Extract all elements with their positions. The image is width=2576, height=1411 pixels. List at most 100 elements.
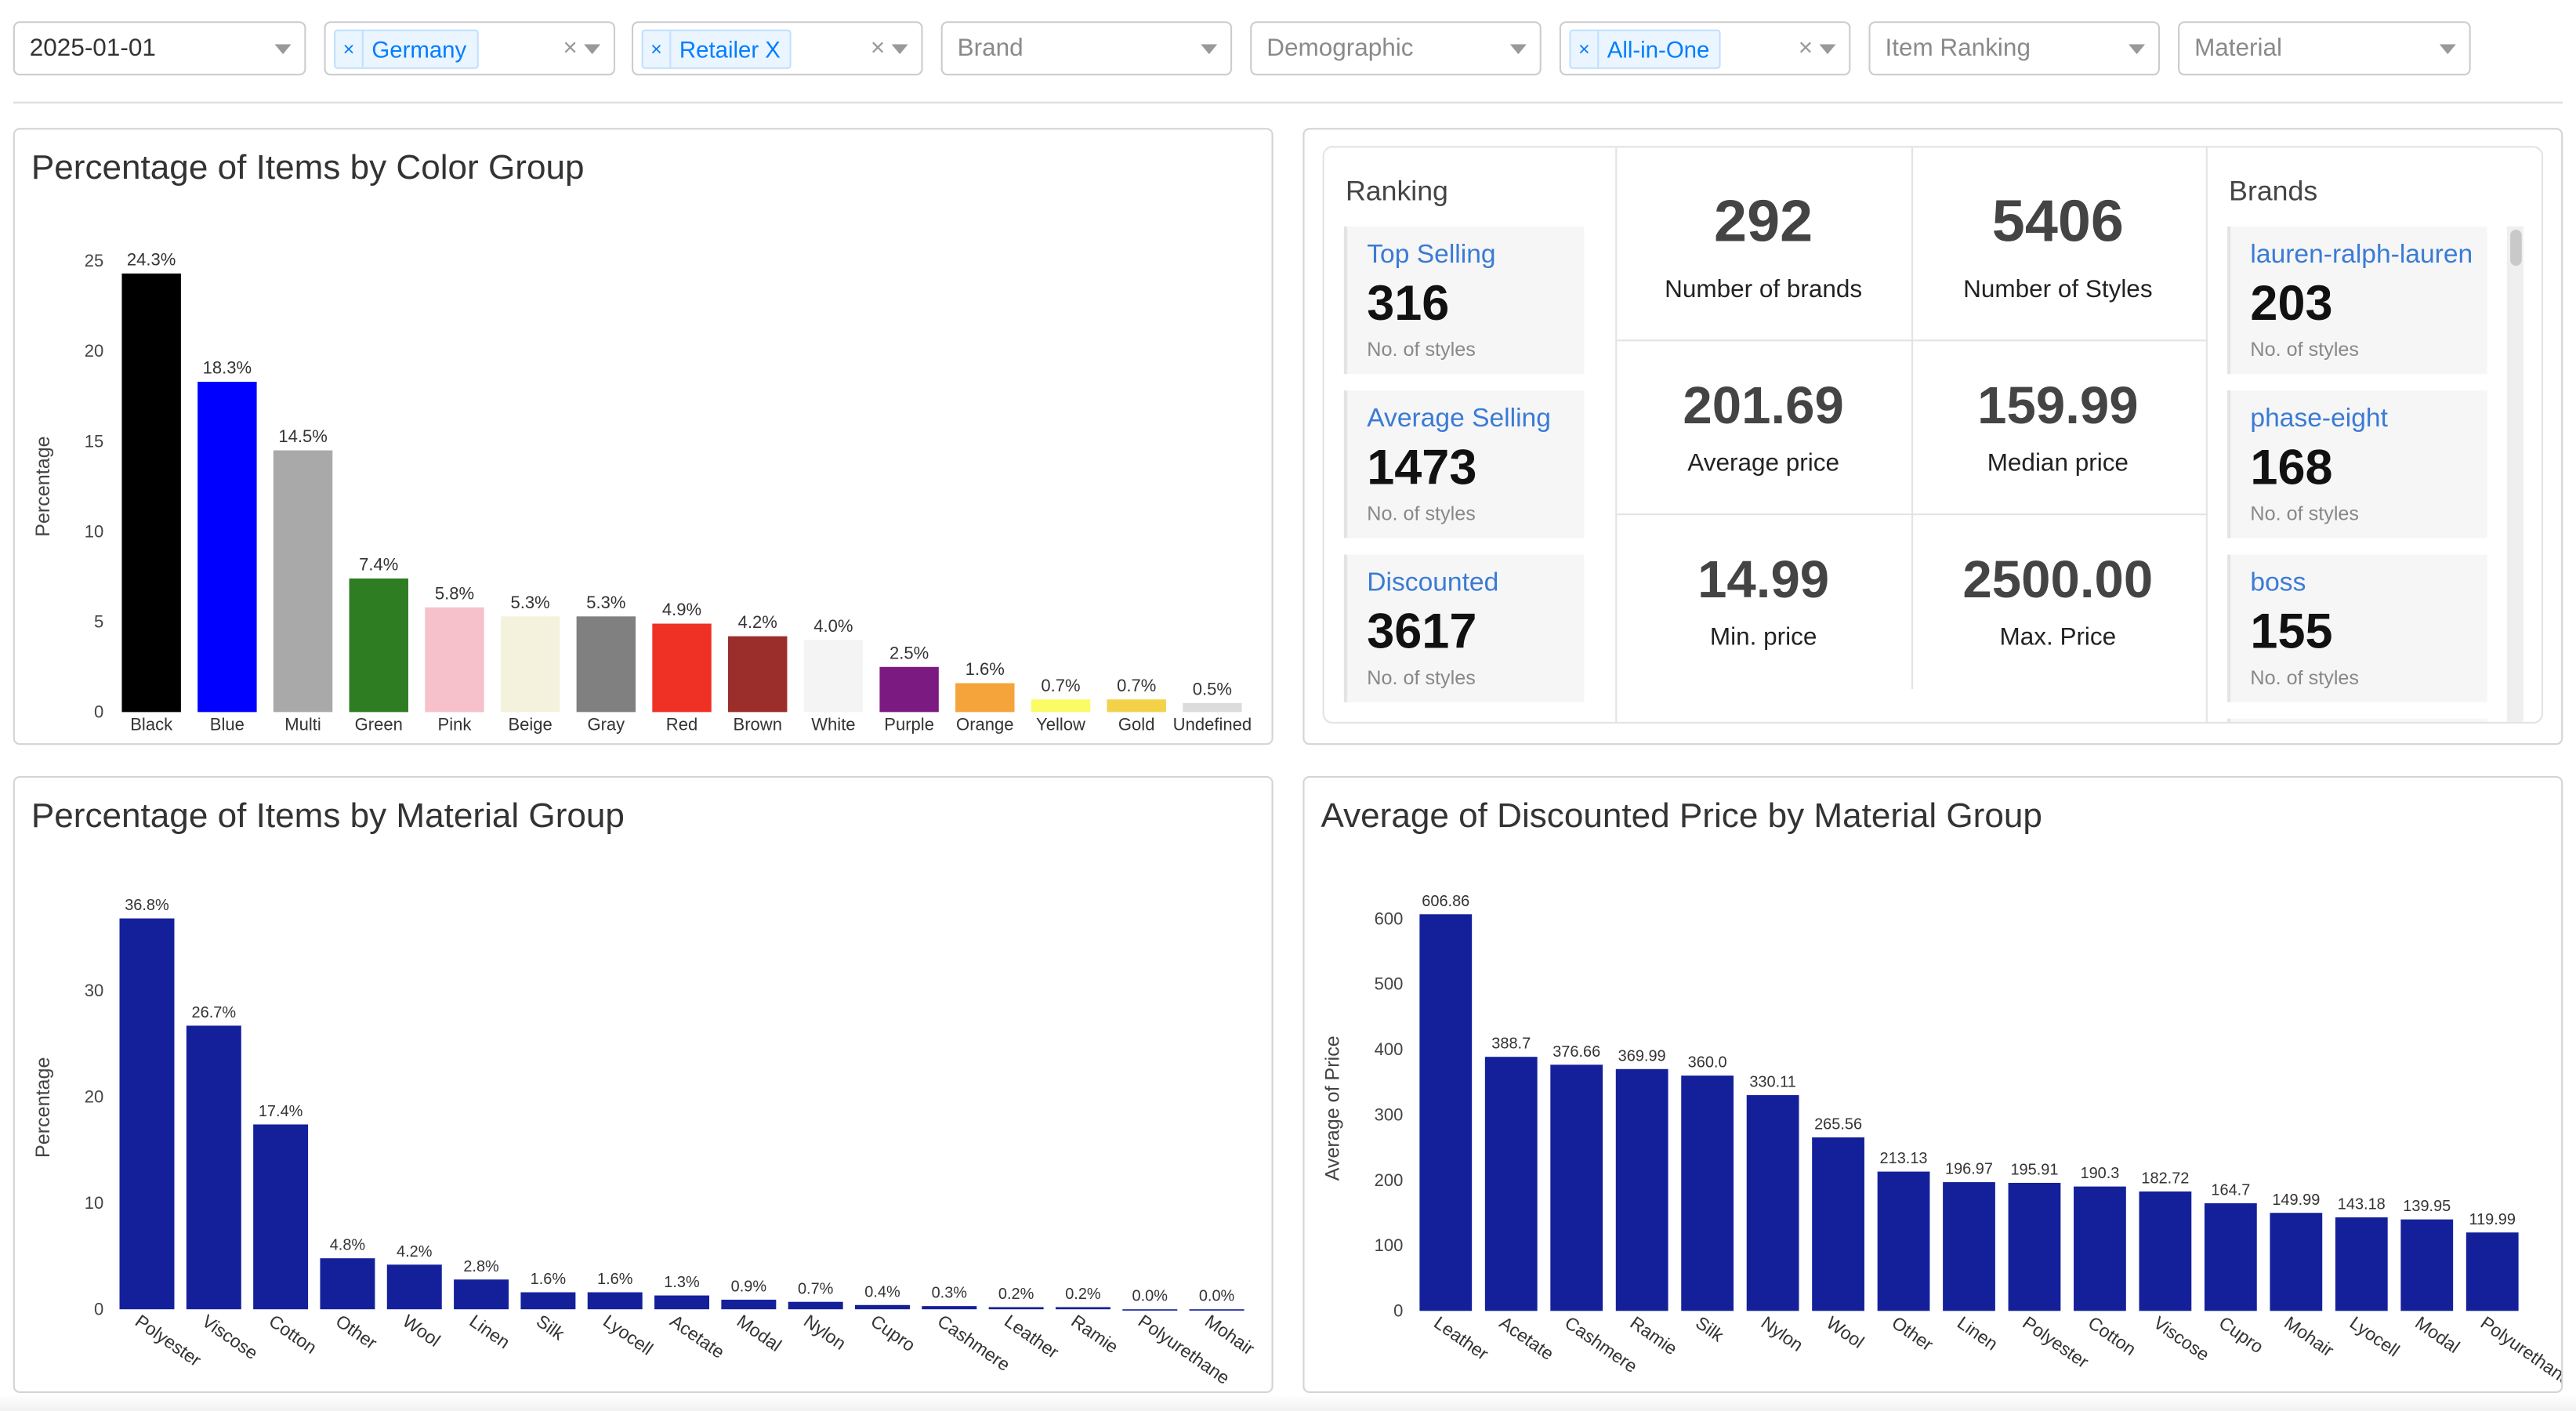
date-filter[interactable]: 2025-01-01 — [13, 21, 306, 76]
bar — [1484, 1057, 1538, 1311]
ranking-tile-average-selling[interactable]: Average Selling 1473 No. of styles — [1343, 390, 1585, 539]
tile-caption: No. of styles — [1367, 666, 1476, 690]
bar — [955, 683, 1015, 713]
x-tick-label: Lyocell — [600, 1311, 657, 1359]
retailer-filter[interactable]: × Retailer X × — [632, 21, 923, 76]
tile-label: lauren-ralph-lauren — [2250, 241, 2473, 270]
x-tick-label: Leather — [1430, 1312, 1492, 1364]
bar — [425, 607, 484, 713]
chevron-down-icon[interactable] — [1509, 44, 1527, 55]
tile-caption: No. of styles — [2250, 338, 2360, 361]
clear-icon[interactable]: × — [563, 34, 578, 63]
metric-label: Max. Price — [1999, 623, 2117, 651]
x-tick-label: Other — [332, 1311, 381, 1353]
data-label: 0.2% — [998, 1286, 1034, 1303]
brands-scrollbar-thumb[interactable] — [2510, 230, 2522, 267]
chip-remove-icon[interactable]: × — [335, 30, 364, 67]
ranking-tile-discounted[interactable]: Discounted 3617 No. of styles — [1343, 554, 1585, 702]
bar — [454, 1279, 509, 1310]
bar — [197, 382, 257, 713]
material-filter[interactable]: Material — [2178, 21, 2471, 76]
date-filter-value: 2025-01-01 — [29, 34, 156, 63]
x-tick-label: Acetate — [1496, 1312, 1558, 1364]
x-tick-label: Linen — [466, 1311, 513, 1353]
x-tick-label: Gold — [1118, 714, 1155, 734]
data-label: 139.95 — [2403, 1198, 2451, 1215]
metric-label: Number of brands — [1665, 275, 1863, 304]
bar — [253, 1124, 309, 1310]
material-group-card: Percentage of Items by Material Group 0 1… — [13, 775, 1274, 1393]
x-tick-label: Ramie — [1067, 1311, 1122, 1357]
data-label: 369.99 — [1618, 1047, 1666, 1065]
demographic-filter-placeholder: Demographic — [1266, 34, 1414, 63]
category-filter[interactable]: × All-in-One × — [1559, 21, 1851, 76]
bar — [2204, 1202, 2257, 1311]
metric-number-of-styles: 5406 Number of Styles — [1911, 147, 2205, 321]
tile-value: 203 — [2250, 277, 2333, 332]
x-tick-label: White — [811, 714, 855, 734]
x-tick-label: Polyester — [2019, 1312, 2092, 1372]
chip-remove-icon[interactable]: × — [1571, 30, 1600, 67]
country-filter[interactable]: × Germany × — [324, 21, 616, 76]
metric-number-of-brands: 292 Number of brands — [1617, 147, 1910, 321]
tile-label: boss — [2250, 569, 2306, 597]
bar — [2400, 1219, 2454, 1311]
item-ranking-filter-placeholder: Item Ranking — [1885, 34, 2031, 63]
brands-scrollbar[interactable] — [2506, 226, 2523, 722]
brand-filter-placeholder: Brand — [957, 34, 1024, 63]
bar — [879, 666, 939, 713]
item-ranking-filter[interactable]: Item Ranking — [1868, 21, 2160, 76]
bar — [721, 1300, 777, 1310]
x-tick-label: Cupro — [867, 1311, 918, 1355]
brand-tile[interactable]: lauren-ralph-lauren 203 No. of styles — [2227, 226, 2487, 375]
bar — [1746, 1095, 1799, 1311]
bar — [2465, 1232, 2519, 1311]
y-tick-label: 100 — [1375, 1235, 1404, 1255]
y-tick-label: 10 — [85, 521, 104, 541]
x-tick-label: Yellow — [1036, 714, 1085, 734]
data-label: 5.8% — [435, 583, 474, 603]
tile-caption: No. of styles — [2250, 502, 2360, 525]
metric-max-price: 2500.00 Max. Price — [1911, 513, 2205, 687]
brand-tile[interactable]: boss 155 No. of styles — [2227, 554, 2487, 702]
data-label: 18.3% — [203, 358, 252, 378]
x-tick-label: Orange — [956, 714, 1013, 734]
bar — [788, 1301, 843, 1310]
summary-card: Ranking Top Selling 316 No. of styles Av… — [1302, 128, 2563, 745]
x-tick-label: Nylon — [800, 1311, 850, 1354]
chevron-down-icon[interactable] — [891, 44, 908, 55]
filter-bar: 2025-01-01 × Germany × × Retailer X × Br… — [13, 21, 2481, 77]
tile-value: 316 — [1367, 277, 1450, 332]
data-label: 0.0% — [1199, 1288, 1234, 1305]
y-tick-label: 5 — [94, 612, 103, 632]
brand-filter[interactable]: Brand — [940, 21, 1233, 76]
x-tick-label: Polyester — [132, 1311, 205, 1370]
chevron-down-icon[interactable] — [1819, 44, 1836, 55]
tile-label: Average Selling — [1367, 404, 1551, 433]
brand-tile[interactable]: phase-eight 168 No. of styles — [2227, 390, 2487, 539]
country-chip-label: Germany — [371, 34, 467, 62]
clear-icon[interactable]: × — [1798, 34, 1813, 63]
ranking-tile-top-selling[interactable]: Top Selling 316 No. of styles — [1343, 226, 1585, 375]
divider — [1617, 513, 2206, 516]
demographic-filter[interactable]: Demographic — [1250, 21, 1542, 76]
chevron-down-icon[interactable] — [1201, 44, 1218, 55]
bar — [1550, 1065, 1603, 1311]
bar — [587, 1292, 643, 1310]
x-tick-label: Mohair — [2281, 1312, 2338, 1361]
x-tick-label: Acetate — [666, 1311, 728, 1362]
x-tick-label: Mohair — [1201, 1311, 1259, 1359]
bar — [2270, 1213, 2323, 1311]
brand-tile[interactable] — [2227, 718, 2487, 722]
chevron-down-icon[interactable] — [2439, 44, 2456, 55]
chip-remove-icon[interactable]: × — [643, 30, 672, 67]
clear-icon[interactable]: × — [870, 34, 886, 63]
metric-label: Min. price — [1709, 623, 1817, 651]
chevron-down-icon[interactable] — [274, 44, 292, 55]
data-label: 0.7% — [1117, 676, 1156, 695]
chevron-down-icon[interactable] — [2129, 44, 2146, 55]
metric-value: 159.99 — [1977, 375, 2139, 435]
chevron-down-icon[interactable] — [584, 44, 601, 55]
y-tick-label: 500 — [1375, 974, 1404, 994]
bar — [2335, 1217, 2388, 1311]
